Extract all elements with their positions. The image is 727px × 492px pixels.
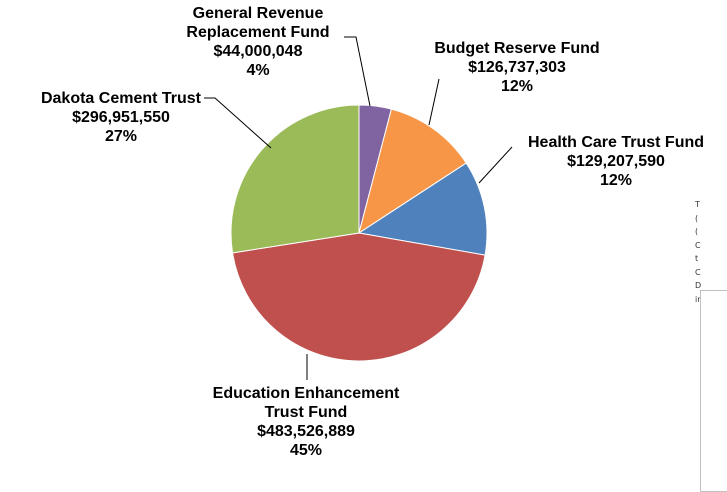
slice-label-5: Dakota Cement Trust $296,951,550 27% xyxy=(41,90,202,145)
slice-label-line: 4% xyxy=(246,62,269,79)
slice-labels: General Revenue Replacement Fund $44,000,0… xyxy=(41,5,704,459)
slice-label-line: Budget Reserve Fund xyxy=(434,40,599,57)
slice-label-1: General Revenue Replacement Fund $44,000,0… xyxy=(186,5,329,79)
slice-label-line: Education Enhancement xyxy=(213,385,400,402)
slice-label-line: Health Care Trust Fund xyxy=(528,134,704,151)
slice-label-line: Trust Fund xyxy=(265,404,348,421)
slice-label-line: $44,000,048 xyxy=(214,43,303,60)
leader-line-5 xyxy=(204,97,272,149)
slice-label-line: 27% xyxy=(105,128,137,145)
pie-slices xyxy=(230,104,488,362)
slice-label-line: $129,207,590 xyxy=(567,153,665,170)
slice-label-2: Budget Reserve Fund $126,737,303 12% xyxy=(434,40,599,95)
slice-label-line: 12% xyxy=(600,172,632,189)
slice-label-line: 12% xyxy=(501,78,533,95)
pie-slice-3 xyxy=(357,162,488,256)
slice-label-4: Education Enhancement Trust Fund $483,526,… xyxy=(213,385,400,459)
pie-slice-2 xyxy=(358,108,467,235)
slice-label-line: Replacement Fund xyxy=(186,24,329,41)
pie-slice-4 xyxy=(231,232,486,362)
leader-line-3 xyxy=(478,146,513,184)
slice-label-line: $296,951,550 xyxy=(72,109,170,126)
side-note-text: T ( ( C t C D ir xyxy=(695,200,702,304)
leader-line-1 xyxy=(344,36,371,107)
slice-label-3: Health Care Trust Fund $129,207,590 12% xyxy=(528,134,704,189)
leader-line-2 xyxy=(428,78,440,126)
slice-label-line: $126,737,303 xyxy=(468,59,566,76)
slice-label-line: $483,526,889 xyxy=(257,423,355,440)
slice-label-line: General Revenue xyxy=(193,5,324,22)
slice-label-line: 45% xyxy=(290,442,322,459)
pie-chart: General Revenue Replacement Fund $44,000,0… xyxy=(41,5,704,459)
side-box xyxy=(700,290,727,492)
leader-lines xyxy=(204,36,513,380)
pie-slice-5 xyxy=(230,104,360,254)
slice-label-line: Dakota Cement Trust xyxy=(41,90,202,107)
